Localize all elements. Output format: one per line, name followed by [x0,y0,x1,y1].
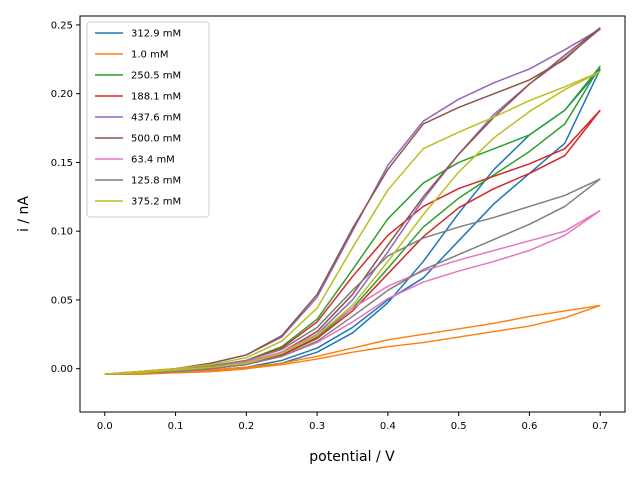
legend-item-7: 125.8 mM [95,176,181,187]
y-axis-label: i / nA [16,196,32,232]
legend-label: 312.9 mM [131,29,181,40]
y-tick-label: 0.20 [51,89,73,100]
y-tick-label: 0.10 [51,227,73,238]
series-line-reverse [104,71,601,375]
legend-label: 500.0 mM [131,134,181,145]
legend-item-4: 437.6 mM [95,113,181,124]
legend-label: 125.8 mM [131,176,181,187]
series-line-forward [104,304,601,375]
x-tick-label: 0.5 [451,421,467,432]
legend-item-2: 250.5 mM [95,71,181,82]
legend-item-6: 63.4 mM [95,155,175,166]
legend: 312.9 mM 1.0 mM 250.5 mM 188.1 mM 437.6 mM 50… [86,21,210,218]
legend-label: 375.2 mM [131,197,181,208]
y-axis-ticks: 0.00 0.05 0.10 0.15 0.20 0.25 [51,20,80,375]
x-axis-label: potential / V [309,449,395,465]
legend-label: 1.0 mM [131,50,168,61]
y-tick-label: 0.25 [51,20,73,31]
legend-label: 63.4 mM [131,155,175,166]
legend-label: 437.6 mM [131,113,181,124]
x-tick-label: 0.7 [592,421,608,432]
legend-item-5: 500.0 mM [95,134,181,145]
x-tick-label: 0.2 [238,421,254,432]
x-axis-ticks: 0.0 0.1 0.2 0.3 0.4 0.5 0.6 0.7 [97,412,608,432]
axes-frame [79,15,626,413]
x-tick-label: 0.1 [168,421,184,432]
legend-item-3: 188.1 mM [95,92,181,103]
series-line-forward [104,71,601,375]
y-tick-label: 0.15 [51,158,73,169]
legend-box [86,21,210,218]
series-8 [104,71,601,375]
legend-label: 250.5 mM [131,71,181,82]
legend-item-0: 312.9 mM [95,29,181,40]
series-layer [104,27,601,375]
y-tick-label: 0.05 [51,295,73,306]
x-tick-label: 0.6 [521,421,537,432]
y-tick-label: 0.00 [51,364,73,375]
series-line-reverse [104,178,601,375]
legend-item-8: 375.2 mM [95,197,181,208]
legend-label: 188.1 mM [131,92,181,103]
x-tick-label: 0.4 [380,421,396,432]
x-tick-label: 0.0 [97,421,113,432]
legend-item-1: 1.0 mM [95,50,168,61]
x-tick-label: 0.3 [309,421,325,432]
